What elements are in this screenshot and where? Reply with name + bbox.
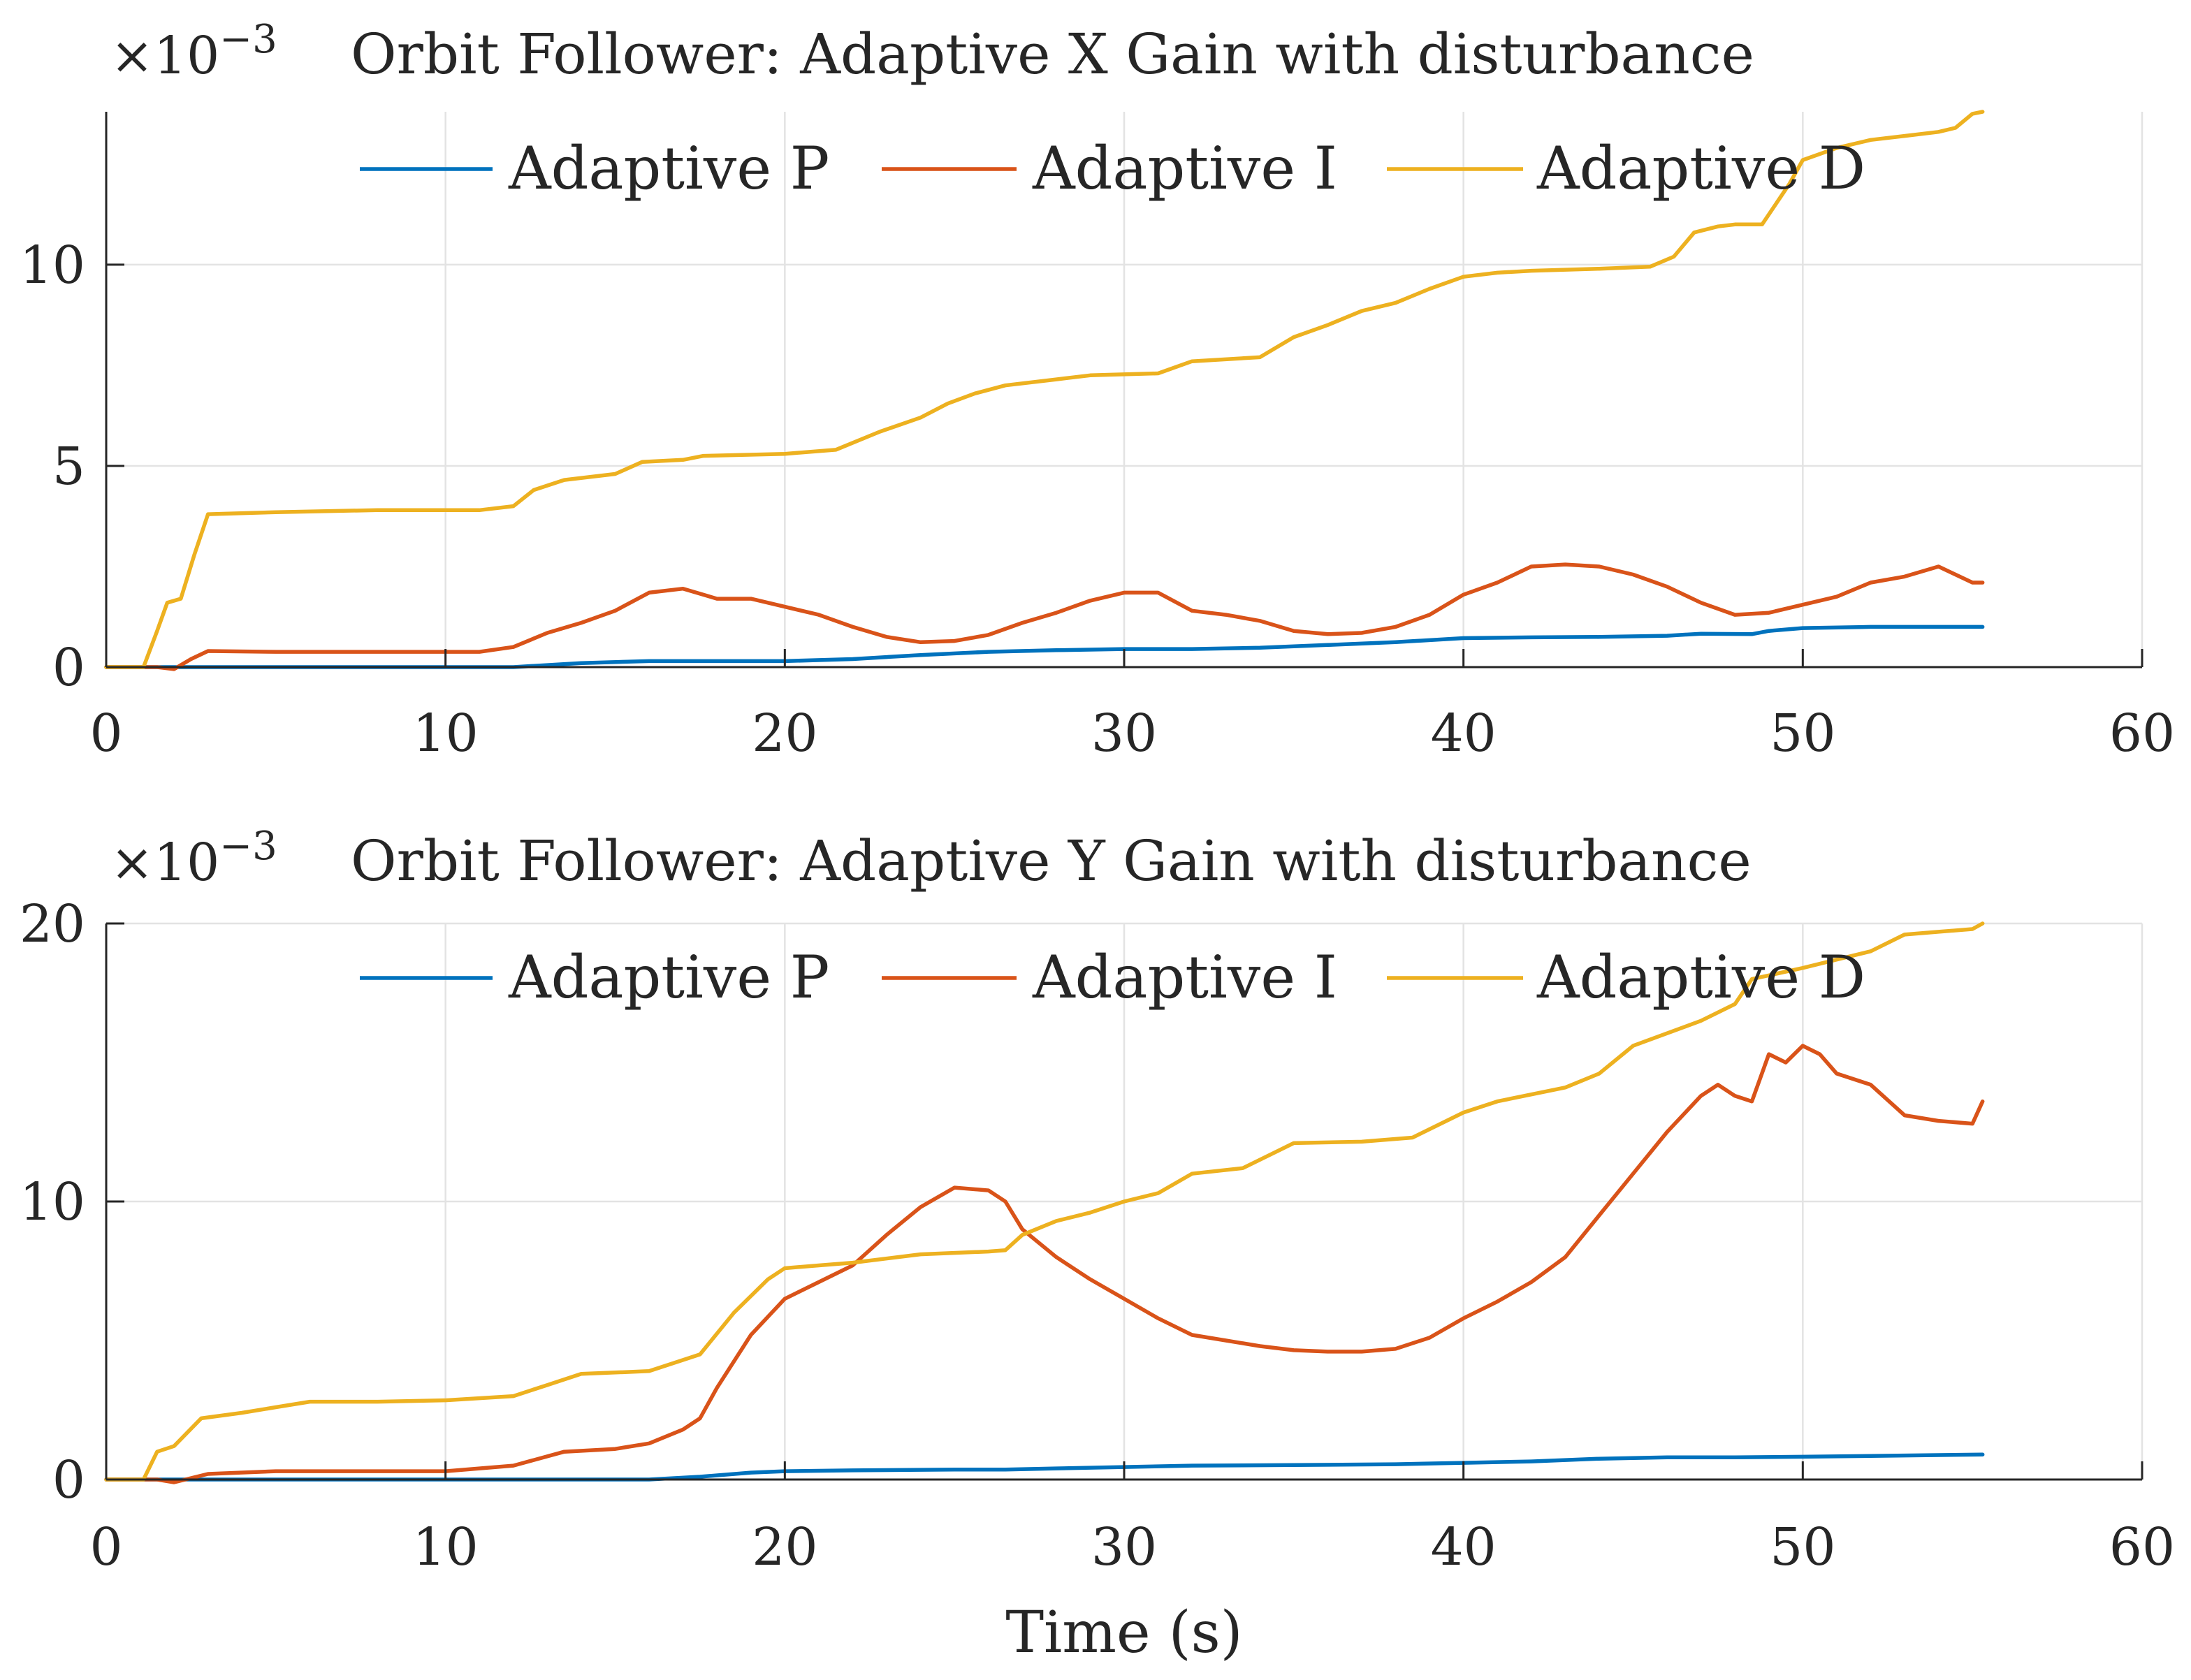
series-line-adaptive-d xyxy=(104,110,1985,669)
y-tick-label: 0 xyxy=(52,1450,85,1510)
y-tick-label: 5 xyxy=(52,437,85,497)
y-axis-multiplier-exponent: −3 xyxy=(219,824,277,869)
chart-title: Orbit Follower: Adaptive X Gain with dis… xyxy=(351,22,1754,87)
series-group xyxy=(104,110,1985,671)
x-tick-label: 20 xyxy=(752,1517,817,1577)
x-tick-label: 30 xyxy=(1091,703,1157,764)
x-axis-label: Time (s) xyxy=(1005,1600,1242,1666)
y-tick-label: 20 xyxy=(20,894,85,954)
legend-label-adaptive-d: Adaptive D xyxy=(1536,134,1865,203)
y-tick-label: 10 xyxy=(20,1172,85,1232)
legend-label-adaptive-i: Adaptive I xyxy=(1032,134,1337,203)
axes: 0 10 20 30 40 50 60 0 5 10 xyxy=(20,112,2175,764)
x-tick-label: 30 xyxy=(1091,1517,1157,1577)
x-tick-label: 50 xyxy=(1770,1517,1835,1577)
x-tick-label: 0 xyxy=(89,1517,122,1577)
legend-label-adaptive-p: Adaptive P xyxy=(508,943,829,1011)
y-axis-multiplier-exponent: −3 xyxy=(219,17,277,62)
x-tick-label: 10 xyxy=(413,703,479,764)
x-tick-label: 60 xyxy=(2109,1517,2175,1577)
x-tick-label: 40 xyxy=(1431,703,1497,764)
chart-panel-x-gain: 0 10 20 30 40 50 60 0 5 10 ×10−3 Orbit Follower: Ad… xyxy=(20,17,2175,764)
x-tick-label: 50 xyxy=(1770,703,1835,764)
series-line-adaptive-i xyxy=(104,562,1985,671)
legend-label-adaptive-d: Adaptive D xyxy=(1536,943,1865,1011)
x-tick-label: 0 xyxy=(89,703,122,764)
legend: Adaptive P Adaptive I Adaptive D xyxy=(360,134,1865,203)
series-line-adaptive-p xyxy=(104,624,1985,669)
series-line-adaptive-d xyxy=(104,921,1985,1482)
y-axis-multiplier: ×10−3 xyxy=(110,17,277,86)
y-tick-label: 10 xyxy=(20,235,85,295)
series-line-adaptive-p xyxy=(104,1452,1985,1482)
chart-title: Orbit Follower: Adaptive Y Gain with dis… xyxy=(351,828,1752,893)
x-tick-label: 20 xyxy=(752,703,817,764)
legend-label-adaptive-i: Adaptive I xyxy=(1032,943,1337,1011)
legend-label-adaptive-p: Adaptive P xyxy=(508,134,829,203)
legend: Adaptive P Adaptive I Adaptive D xyxy=(360,943,1865,1011)
axes: 0 10 20 30 40 50 60 0 10 20 xyxy=(20,894,2175,1577)
x-tick-label: 40 xyxy=(1431,1517,1497,1577)
x-tick-label: 10 xyxy=(413,1517,479,1577)
series-line-adaptive-i xyxy=(104,1044,1985,1484)
series-group xyxy=(104,921,1985,1484)
x-tick-label: 60 xyxy=(2109,703,2175,764)
y-tick-label: 0 xyxy=(52,638,85,698)
